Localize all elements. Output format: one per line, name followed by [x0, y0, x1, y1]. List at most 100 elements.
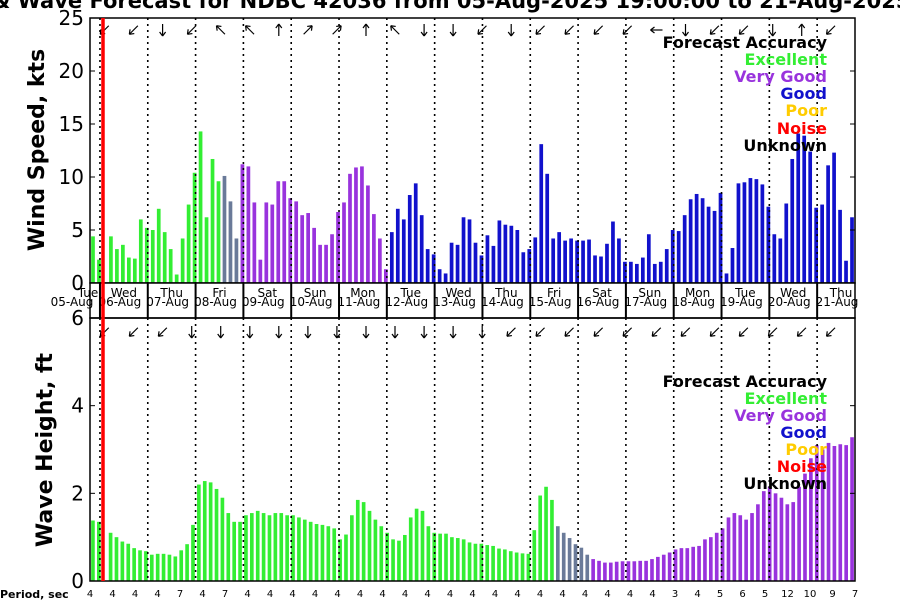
day-date-label: 18-Aug — [672, 295, 715, 309]
wind-bar — [784, 203, 789, 283]
period-value: 4 — [649, 589, 655, 600]
wind-bar — [467, 219, 472, 283]
wind-bar — [306, 213, 310, 283]
day-name-label: Tue — [734, 286, 756, 300]
wind-bar — [348, 173, 352, 283]
wave-bar — [644, 560, 648, 581]
wave-bar — [355, 499, 360, 581]
wind-bar — [419, 215, 424, 283]
wave-bar — [561, 532, 566, 581]
wind-bar — [682, 215, 687, 283]
wave-bar — [503, 549, 507, 581]
wave-y-tick-label: 0 — [71, 569, 84, 593]
wave-bar — [650, 559, 654, 581]
wave-direction-arrow-icon — [449, 326, 457, 339]
wind-direction-arrow-icon — [420, 24, 428, 37]
wind-y-axis-label: Wind Speed, kts — [25, 49, 50, 251]
wave-bar — [455, 538, 460, 581]
period-value: 4 — [334, 589, 340, 600]
wave-direction-arrow-icon — [188, 326, 196, 339]
wind-bar — [491, 245, 496, 283]
wind-bar — [395, 208, 400, 283]
wind-bar — [808, 151, 813, 283]
wind-bar — [413, 183, 418, 283]
wind-direction-arrow-icon — [825, 25, 836, 35]
wind-direction-arrow-icon — [215, 25, 226, 35]
wave-bar — [567, 538, 572, 581]
wind-bar — [228, 201, 233, 283]
wind-bars — [91, 131, 854, 283]
wind-bar — [730, 248, 735, 283]
wind-direction-arrow-icon — [244, 25, 255, 35]
legend-noise: Noise — [777, 457, 827, 476]
period-value: 4 — [694, 589, 700, 600]
wave-bar — [261, 513, 266, 581]
period-value: 4 — [559, 589, 565, 600]
day-date-label: 11-Aug — [338, 295, 381, 309]
wind-direction-arrow-icon — [564, 25, 574, 35]
wave-bar — [756, 504, 760, 581]
wave-bar — [538, 495, 542, 581]
wave-bar — [338, 539, 342, 581]
wind-direction-arrow-icon — [507, 24, 515, 37]
legend-excellent: Excellent — [745, 50, 828, 69]
wave-bar — [556, 526, 560, 581]
wave-bar — [685, 548, 690, 582]
wave-bar — [738, 515, 743, 581]
day-name-label: Tue — [77, 286, 99, 300]
wind-bar — [109, 236, 113, 283]
wave-bar — [697, 545, 701, 581]
wind-bar — [174, 274, 179, 283]
period-value: 4 — [582, 589, 588, 600]
wave-y-tick-label: 4 — [71, 394, 84, 418]
legend-poor: Poor — [785, 101, 827, 120]
wind-y-tick-label: 25 — [59, 6, 84, 30]
wind-bar — [150, 230, 155, 283]
wind-bar — [407, 195, 412, 283]
day-date-label: 09-Aug — [242, 295, 285, 309]
wave-direction-arrow-icon — [622, 327, 633, 337]
wave-direction-arrow-icon — [593, 327, 604, 337]
period-value: 4 — [514, 589, 520, 600]
wind-bar — [449, 242, 454, 283]
wave-bar — [397, 540, 401, 581]
wave-bar — [126, 543, 131, 581]
wind-bar — [437, 269, 442, 283]
wave-day-gridlines — [99, 318, 818, 581]
wind-bar — [587, 239, 591, 283]
wave-bar — [826, 442, 831, 581]
day-name-label: Wed — [445, 286, 471, 300]
wind-bar — [617, 238, 621, 283]
wave-direction-arrow-icon — [767, 327, 778, 337]
wind-bar — [138, 219, 143, 283]
wave-bar — [408, 517, 413, 581]
wave-bar — [285, 515, 289, 581]
wave-bar — [179, 550, 184, 581]
wind-bar — [479, 255, 484, 283]
wave-legend: Forecast Accuracy Excellent Very Good Go… — [663, 372, 828, 493]
wind-bar — [288, 198, 293, 283]
wave-direction-arrow-icon — [217, 326, 225, 339]
wave-bar — [238, 521, 242, 581]
wind-bar — [485, 235, 490, 283]
wind-bar — [282, 181, 287, 283]
wave-bar — [297, 517, 301, 581]
wave-bar — [308, 521, 313, 581]
wave-height-panel: 0 2 4 6 Forecast Accuracy Excellent Very Go… — [33, 306, 856, 593]
wind-bar — [180, 238, 185, 283]
wind-bar — [330, 234, 334, 283]
day-date-label: 15-Aug — [529, 295, 572, 309]
wave-bar — [132, 548, 136, 582]
wave-bar — [791, 502, 796, 581]
wave-direction-arrow-icon — [680, 327, 691, 337]
wave-bar — [391, 539, 395, 581]
wind-bar — [658, 261, 663, 283]
wave-bar — [167, 554, 172, 581]
wave-bar — [202, 481, 207, 581]
wind-bar — [605, 243, 609, 283]
period-value: 4 — [312, 589, 318, 600]
wind-bar — [635, 263, 639, 283]
period-row: Period, sec 4 4 4 4 7 4 7 4 4 4 4 4 4 4 4 4 4 4 4 4 4 4 4 4 4 4 3 4… — [0, 588, 858, 600]
wind-bar — [222, 175, 227, 283]
wind-bar — [264, 202, 269, 283]
